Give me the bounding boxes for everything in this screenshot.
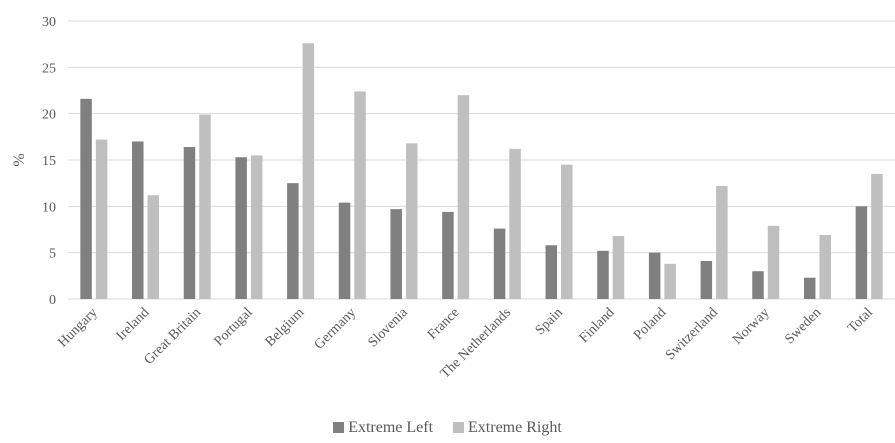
legend-swatch-extreme-left xyxy=(333,422,345,433)
y-tick-label: 30 xyxy=(42,15,56,30)
bar-extreme-left-the-netherlands xyxy=(493,228,506,299)
bar-extreme-right-portugal xyxy=(250,155,263,299)
bar-extreme-right-finland xyxy=(612,235,625,299)
x-tick-label: Spain xyxy=(533,305,566,338)
bar-extreme-left-ireland xyxy=(132,141,144,299)
bar-extreme-right-slovenia xyxy=(405,143,418,299)
bar-extreme-right-spain xyxy=(561,164,573,299)
x-tick-label: Hungary xyxy=(55,305,100,350)
bar-extreme-left-poland xyxy=(648,252,661,299)
bar-extreme-left-belgium xyxy=(287,183,299,299)
bar-extreme-left-portugal xyxy=(235,157,247,299)
legend-label-extreme-right: Extreme Right xyxy=(468,419,562,436)
bar-extreme-right-germany xyxy=(354,91,366,299)
bar-extreme-left-switzerland xyxy=(700,261,713,299)
bar-extreme-left-hungary xyxy=(80,98,92,299)
bar-extreme-right-norway xyxy=(767,225,780,299)
x-tick-label: Norway xyxy=(730,305,773,348)
y-axis-ticks: 0 5 10 15 20 25 30 xyxy=(42,15,56,308)
bar-extreme-left-finland xyxy=(597,250,609,299)
x-tick-label: France xyxy=(425,305,463,343)
legend-swatch-extreme-right xyxy=(453,422,465,433)
legend-item-extreme-left: Extreme Left xyxy=(333,419,433,437)
bar-extreme-right-total xyxy=(871,173,883,299)
bars xyxy=(80,43,883,300)
x-tick-label: Total xyxy=(845,305,876,336)
x-tick-label: Sweden xyxy=(782,305,824,347)
bar-extreme-left-great-britain xyxy=(183,147,196,299)
bar-extreme-left-norway xyxy=(752,271,764,299)
x-tick-label: Ireland xyxy=(114,305,153,344)
y-tick-label: 20 xyxy=(42,108,56,123)
bar-extreme-right-great-britain xyxy=(199,114,211,300)
y-axis-label: % xyxy=(11,153,28,166)
bar-extreme-left-spain xyxy=(545,245,558,299)
x-tick-label: Portugal xyxy=(212,305,256,349)
bar-extreme-left-france xyxy=(442,211,454,299)
bar-extreme-right-ireland xyxy=(147,195,160,299)
bar-extreme-right-poland xyxy=(664,263,676,299)
bar-extreme-left-sweden xyxy=(803,277,816,299)
bar-extreme-left-slovenia xyxy=(390,209,402,299)
x-tick-label: Belgium xyxy=(263,305,308,350)
legend-item-extreme-right: Extreme Right xyxy=(453,419,562,437)
bar-extreme-right-the-netherlands xyxy=(509,148,521,299)
y-tick-label: 5 xyxy=(49,247,56,262)
legend-label-extreme-left: Extreme Left xyxy=(348,419,434,436)
bar-extreme-right-hungary xyxy=(95,139,108,299)
y-tick-label: 25 xyxy=(42,61,56,76)
bar-extreme-left-total xyxy=(855,206,868,299)
y-tick-label: 15 xyxy=(42,154,56,169)
x-tick-label: Poland xyxy=(631,305,669,343)
bar-extreme-right-switzerland xyxy=(716,185,728,299)
bar-extreme-left-germany xyxy=(338,202,351,299)
legend: Extreme Left Extreme Right xyxy=(0,419,895,437)
y-tick-label: 0 xyxy=(49,293,56,308)
y-tick-label: 10 xyxy=(42,200,56,215)
bar-extreme-right-france xyxy=(457,95,470,299)
bar-extreme-right-sweden xyxy=(819,235,831,299)
x-tick-label: Slovenia xyxy=(366,305,412,351)
x-tick-label: Switzerland xyxy=(663,305,721,363)
x-tick-label: Finland xyxy=(577,305,618,346)
x-tick-label: Germany xyxy=(312,305,359,352)
bar-extreme-right-belgium xyxy=(302,43,315,299)
